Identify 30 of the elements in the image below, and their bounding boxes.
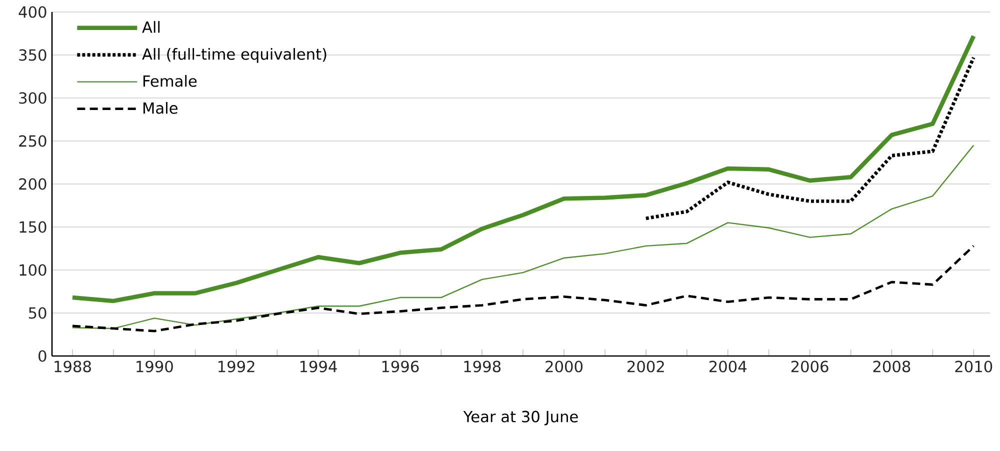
legend-label: Female <box>143 75 197 87</box>
y-tick-label: 50 <box>28 307 46 319</box>
legend-label: All (full-time equivalent) <box>142 48 326 63</box>
x-tick-label: 1994 <box>300 360 337 372</box>
x-tick-label: 1988 <box>54 360 91 372</box>
x-axis-title: Year at 30 June <box>463 410 578 426</box>
x-tick-label: 2002 <box>628 360 664 372</box>
y-tick-label: 350 <box>19 49 46 61</box>
x-tick-label: 1990 <box>136 360 173 372</box>
x-tick-label: 1998 <box>464 360 501 372</box>
y-tick-label: 300 <box>19 92 46 104</box>
y-tick-label: 100 <box>20 264 46 276</box>
line-series <box>71 244 975 332</box>
y-tick-label: 250 <box>19 135 46 147</box>
line-series <box>72 144 974 330</box>
x-tick-label: 1992 <box>218 360 254 372</box>
x-tick-label: 1996 <box>382 360 419 372</box>
y-tick-label: 200 <box>19 178 46 190</box>
x-tick-label: 2004 <box>709 360 746 372</box>
legend-label: Male <box>143 102 178 114</box>
x-tick-label: 2008 <box>873 360 910 372</box>
y-tick-label: 0 <box>38 350 46 362</box>
line-series <box>70 34 976 304</box>
x-tick-label: 2010 <box>955 360 992 372</box>
line-series <box>644 56 976 220</box>
x-tick-label: 2000 <box>546 360 582 372</box>
legend-label: All <box>142 21 160 33</box>
y-tick-label: 400 <box>18 6 46 18</box>
y-tick-label: 150 <box>20 221 46 233</box>
x-tick-label: 2006 <box>791 360 828 372</box>
